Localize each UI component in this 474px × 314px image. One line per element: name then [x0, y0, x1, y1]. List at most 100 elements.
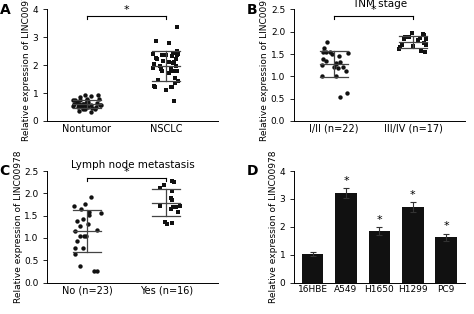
Point — [77, 102, 84, 107]
Point — [172, 63, 179, 68]
Point — [79, 102, 86, 107]
Point — [69, 98, 77, 103]
Point — [342, 68, 350, 73]
Point — [91, 269, 98, 274]
Point — [156, 186, 164, 191]
Point — [157, 66, 164, 71]
Text: C: C — [0, 165, 10, 178]
Point — [165, 60, 173, 65]
Point — [153, 39, 160, 44]
Title: TNM stage: TNM stage — [352, 0, 407, 9]
Point — [169, 198, 176, 203]
Point — [150, 83, 158, 88]
Point — [164, 222, 171, 227]
Point — [81, 202, 89, 207]
Point — [94, 93, 101, 98]
Point — [91, 106, 99, 111]
Point — [78, 104, 86, 109]
Point — [160, 183, 168, 188]
Point — [72, 229, 79, 234]
Point — [75, 102, 83, 107]
Point — [80, 106, 87, 111]
Point — [323, 39, 331, 44]
Point — [421, 50, 429, 55]
Point — [73, 99, 81, 104]
Y-axis label: Relative expression of LINC00978: Relative expression of LINC00978 — [14, 151, 23, 303]
Bar — [302, 254, 323, 283]
Point — [159, 59, 166, 64]
Point — [326, 50, 333, 55]
Point — [332, 60, 340, 65]
Point — [172, 80, 179, 85]
Point — [162, 52, 170, 57]
Point — [87, 93, 95, 98]
Point — [162, 220, 169, 225]
Point — [150, 52, 157, 57]
Point — [84, 105, 92, 110]
Point — [168, 178, 175, 183]
Point — [168, 66, 175, 71]
Point — [73, 239, 81, 244]
Text: *: * — [124, 167, 129, 177]
Point — [76, 233, 83, 238]
Point — [171, 76, 179, 81]
Point — [319, 56, 327, 61]
Point — [92, 104, 100, 109]
Point — [96, 102, 104, 107]
Point — [69, 103, 77, 108]
Point — [158, 53, 165, 58]
Point — [84, 100, 91, 105]
Point — [165, 41, 173, 46]
Point — [88, 110, 95, 115]
Point — [168, 188, 176, 193]
Y-axis label: Relative expression of LINC00978: Relative expression of LINC00978 — [261, 0, 270, 141]
Point — [169, 205, 177, 210]
Point — [332, 73, 340, 78]
Bar — [369, 231, 390, 283]
Bar — [402, 207, 424, 283]
Point — [163, 87, 170, 92]
Point — [334, 66, 342, 71]
Title: Lymph node metastasis: Lymph node metastasis — [71, 160, 194, 170]
Point — [336, 54, 343, 59]
Point — [320, 46, 328, 51]
Point — [83, 99, 91, 104]
Point — [344, 90, 351, 95]
Point — [71, 203, 78, 208]
Point — [170, 59, 178, 64]
Point — [330, 65, 338, 70]
Point — [82, 101, 90, 106]
Point — [151, 61, 158, 66]
Point — [83, 98, 91, 103]
Point — [328, 52, 336, 57]
Point — [173, 52, 181, 57]
Point — [176, 203, 183, 208]
Point — [420, 32, 428, 37]
Point — [77, 206, 84, 211]
Point — [422, 36, 430, 41]
Point — [398, 42, 406, 47]
Point — [167, 85, 175, 90]
Point — [71, 97, 79, 102]
Point — [406, 35, 413, 40]
Text: B: B — [246, 3, 257, 17]
Point — [81, 93, 89, 98]
Point — [319, 49, 327, 54]
Point — [153, 57, 161, 62]
Point — [169, 51, 177, 56]
Point — [72, 251, 79, 256]
Point — [172, 204, 180, 209]
Point — [87, 103, 94, 108]
Point — [336, 60, 344, 65]
Point — [156, 63, 164, 68]
Point — [420, 40, 428, 45]
Point — [76, 223, 83, 228]
Point — [82, 233, 90, 238]
Point — [168, 84, 175, 89]
Point — [156, 204, 164, 209]
Y-axis label: Relative expression of LINC00978: Relative expression of LINC00978 — [22, 0, 31, 141]
Point — [395, 46, 402, 51]
Point — [332, 62, 340, 67]
Point — [74, 105, 82, 110]
Text: *: * — [371, 5, 376, 15]
